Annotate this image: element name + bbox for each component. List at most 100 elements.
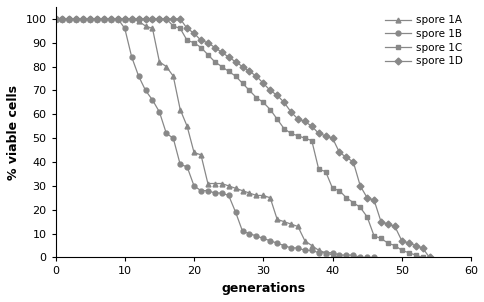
spore 1B [232,210,238,214]
spore 1B [115,17,121,21]
spore 1C [52,17,58,21]
spore 1B [101,17,106,21]
spore 1A [136,19,141,23]
spore 1A [163,65,169,69]
spore 1B [66,17,72,21]
spore 1B [239,230,245,233]
spore 1A [239,189,245,192]
spore 1A [336,256,342,259]
spore 1B [357,256,363,259]
spore 1C [267,108,272,111]
spore 1A [315,249,321,252]
spore 1B [308,249,314,252]
spore 1A [142,24,148,28]
spore 1C [253,96,259,99]
spore 1B [94,17,100,21]
spore 1A [184,124,190,128]
spore 1B [246,232,252,236]
spore 1A [302,239,307,243]
spore 1A [281,220,287,223]
spore 1A [60,17,65,21]
spore 1B [302,249,307,252]
spore 1D [142,17,148,21]
spore 1D [52,17,58,21]
spore 1A [170,74,176,78]
spore 1C [302,137,307,140]
spore 1A [253,194,259,197]
spore 1B [80,17,86,21]
spore 1B [267,239,272,243]
spore 1B [363,256,369,259]
spore 1B [322,251,328,255]
spore 1A [108,17,114,21]
spore 1A [94,17,100,21]
spore 1B [225,194,231,197]
spore 1B [329,251,335,255]
spore 1D [426,256,432,259]
spore 1B [121,27,127,30]
spore 1B [336,253,342,257]
spore 1D [419,246,424,250]
spore 1A [329,253,335,257]
spore 1A [197,153,203,157]
spore 1A [246,191,252,195]
spore 1B [129,55,135,59]
spore 1A [267,196,272,200]
spore 1B [315,251,321,255]
Line: spore 1A: spore 1A [53,16,348,260]
spore 1B [136,74,141,78]
spore 1B [87,17,93,21]
spore 1C [419,256,424,259]
spore 1A [322,251,328,255]
spore 1A [80,17,86,21]
spore 1B [197,189,203,192]
spore 1A [149,27,155,30]
spore 1B [191,184,197,188]
spore 1A [101,17,106,21]
spore 1B [156,110,162,114]
spore 1B [149,98,155,102]
spore 1B [177,162,183,166]
spore 1A [225,184,231,188]
spore 1C [191,41,197,45]
spore 1A [87,17,93,21]
spore 1B [273,241,279,245]
Line: spore 1B: spore 1B [53,16,376,260]
spore 1B [163,132,169,135]
spore 1A [294,225,300,228]
spore 1B [60,17,65,21]
spore 1A [273,217,279,221]
spore 1B [260,236,266,240]
spore 1A [115,17,121,21]
spore 1A [287,222,293,226]
spore 1A [218,182,224,185]
spore 1A [121,17,127,21]
spore 1B [170,137,176,140]
spore 1C [115,17,121,21]
spore 1B [52,17,58,21]
spore 1A [177,108,183,111]
spore 1A [156,60,162,64]
spore 1B [287,246,293,250]
spore 1D [191,31,197,35]
spore 1D [94,17,100,21]
spore 1A [343,256,348,259]
spore 1B [370,256,376,259]
spore 1B [184,165,190,169]
spore 1B [73,17,79,21]
Y-axis label: % viable cells: % viable cells [7,85,20,180]
spore 1A [308,244,314,247]
spore 1B [294,246,300,250]
spore 1B [108,17,114,21]
spore 1B [281,244,287,247]
spore 1B [343,253,348,257]
spore 1A [232,186,238,190]
spore 1A [66,17,72,21]
Line: spore 1D: spore 1D [53,16,431,260]
spore 1A [212,182,217,185]
spore 1A [73,17,79,21]
spore 1B [142,89,148,92]
spore 1B [253,234,259,238]
spore 1D [121,17,127,21]
Legend: spore 1A, spore 1B, spore 1C, spore 1D: spore 1A, spore 1B, spore 1C, spore 1D [381,12,465,69]
